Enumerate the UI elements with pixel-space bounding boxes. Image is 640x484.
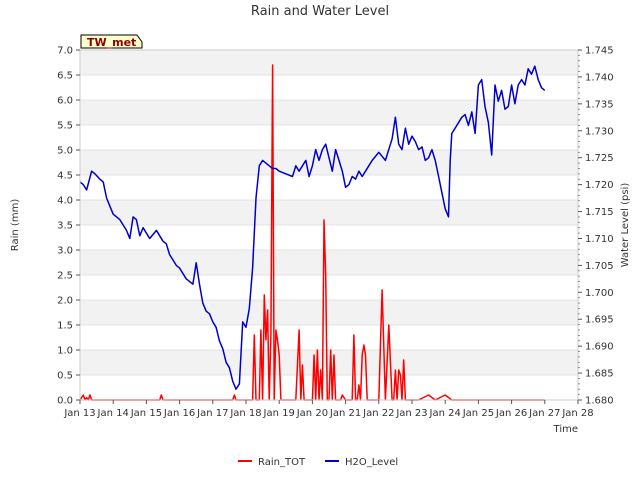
right-tick-label-4: 1.700 [585,288,614,299]
left-tick-label-9: 4.5 [57,171,73,182]
x-tick-label-7: Jan 20 [296,408,328,419]
band-2 [80,325,578,350]
left-tick-label-11: 5.5 [57,121,73,132]
band-4 [80,275,578,300]
y-axis-label-right: Water Level (psi) [620,183,631,268]
x-tick-label-10: Jan 23 [395,408,427,419]
left-tick-label-6: 3.0 [57,246,73,257]
right-tick-label-13: 1.745 [585,46,614,57]
station-badge: TW_met [80,34,143,49]
band-6 [80,225,578,250]
x-tick-label-13: Jan 26 [495,408,527,419]
x-tick-label-5: Jan 18 [229,408,261,419]
x-tick-label-1: Jan 14 [97,408,129,419]
chart-title: Rain and Water Level [251,4,389,19]
x-tick-label-0: Jan 13 [63,408,95,419]
station-badge-box [80,34,143,49]
left-tick-label-13: 6.5 [57,71,73,82]
right-tick-label-1: 1.685 [585,369,614,380]
left-tick-label-2: 1.0 [57,346,73,357]
legend: Rain_TOT H2O_Level [238,457,398,468]
right-tick-label-2: 1.690 [585,342,614,353]
series-line-water [79,65,546,390]
left-tick-label-0: 0.0 [57,396,73,407]
left-tick-label-4: 2.0 [57,296,73,307]
band-1 [80,350,578,375]
band-10 [80,125,578,150]
right-tick-label-3: 1.695 [585,315,614,326]
left-tick-label-3: 1.5 [57,321,73,332]
x-tick-label-15: Jan 28 [561,408,593,419]
x-tick-label-14: Jan 27 [528,408,560,419]
left-tick-label-14: 7.0 [57,46,73,57]
x-tick-label-9: Jan 22 [362,408,394,419]
x-axis-label: Time [553,424,578,435]
left-tick-label-8: 4.0 [57,196,73,207]
x-tick-label-8: Jan 21 [329,408,361,419]
band-3 [80,300,578,325]
left-axis: 0.0 0.5 1.0 1.5 2.0 2.5 3.0 3.5 4.0 4.5 5.0 5.5 6.0 6… [57,46,80,407]
right-tick-label-8: 1.720 [585,180,614,191]
legend-label-rain: Rain_TOT [258,457,306,468]
right-tick-label-11: 1.735 [585,99,614,110]
left-tick-label-7: 3.5 [57,221,73,232]
band-8 [80,175,578,200]
right-axis: 1.680 1.685 1.690 1.695 1.700 1.705 1.710 1.715… [578,46,614,407]
left-tick-label-10: 5.0 [57,146,73,157]
x-tick-label-6: Jan 19 [263,408,295,419]
y-axis-label-left: Rain (mm) [10,199,21,252]
station-badge-label: TW_met [87,36,136,49]
left-tick-label-12: 6.0 [57,96,73,107]
x-tick-label-12: Jan 25 [462,408,494,419]
right-tick-label-9: 1.725 [585,153,614,164]
x-axis: Jan 13 Jan 14 Jan 15 Jan 16 Jan 17 Jan 18 Jan … [63,400,594,419]
right-tick-label-0: 1.680 [585,396,614,407]
x-tick-label-2: Jan 15 [130,408,162,419]
x-tick-label-11: Jan 24 [429,408,461,419]
x-tick-label-3: Jan 16 [163,408,195,419]
right-tick-label-6: 1.710 [585,234,614,245]
band-13 [80,50,578,75]
series-water [79,65,546,390]
right-tick-label-5: 1.705 [585,261,614,272]
left-tick-label-5: 2.5 [57,271,73,282]
legend-label-water: H2O_Level [345,457,398,468]
band-9 [80,150,578,175]
x-tick-label-4: Jan 17 [196,408,228,419]
right-tick-label-12: 1.740 [585,72,614,83]
right-tick-label-7: 1.715 [585,207,614,218]
right-tick-label-10: 1.730 [585,126,614,137]
band-11 [80,100,578,125]
band-7 [80,200,578,225]
band-5 [80,250,578,275]
left-tick-label-1: 0.5 [57,371,73,382]
